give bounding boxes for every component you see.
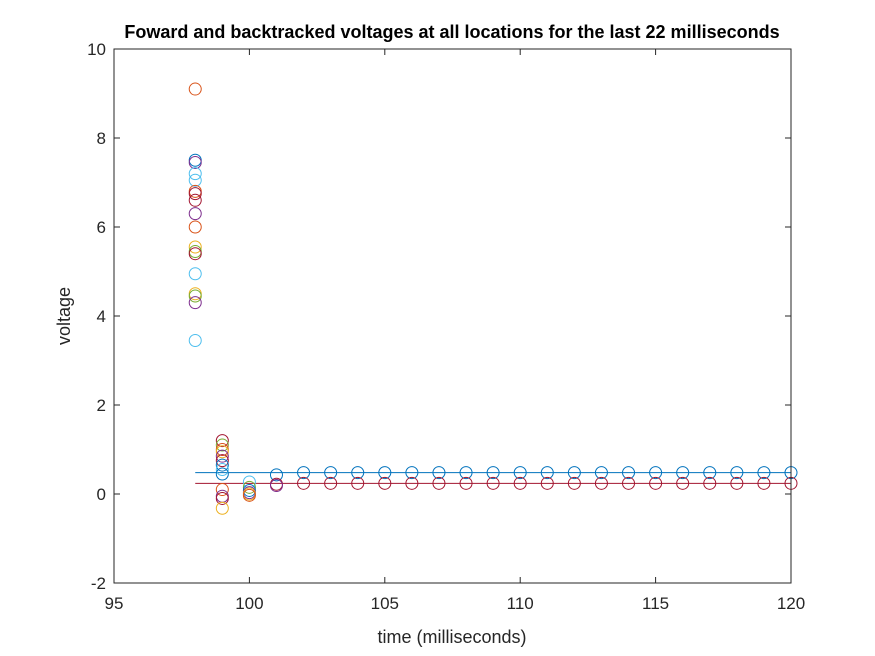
x-tick-label: 110 <box>507 594 534 613</box>
data-point <box>378 466 392 480</box>
data-point <box>188 289 202 303</box>
x-tick-label: 95 <box>105 594 124 613</box>
data-point <box>324 476 338 490</box>
y-tick-label: 8 <box>97 129 106 148</box>
data-point <box>188 187 202 201</box>
data-point <box>215 483 229 497</box>
x-tick-label: 105 <box>371 594 399 613</box>
data-point <box>215 434 229 448</box>
data-point <box>622 476 636 490</box>
data-point <box>622 466 636 480</box>
plot-area <box>114 49 791 583</box>
data-point <box>215 467 229 481</box>
data-point <box>188 247 202 261</box>
data-point <box>215 449 229 463</box>
data-point <box>188 193 202 207</box>
data-point <box>188 173 202 187</box>
y-axis-ticks: -2 0 2 4 6 8 10 <box>87 40 791 593</box>
data-point <box>730 476 744 490</box>
y-tick-label: 4 <box>97 307 106 326</box>
data-point <box>432 466 446 480</box>
data-point <box>242 480 256 494</box>
x-axis-label: time (milliseconds) <box>377 627 526 647</box>
data-point <box>297 466 311 480</box>
data-point <box>188 296 202 310</box>
data-point <box>567 476 581 490</box>
data-point <box>676 466 690 480</box>
data-point <box>215 438 229 452</box>
data-point <box>188 220 202 234</box>
data-point <box>432 476 446 490</box>
y-axis-label: voltage <box>54 287 74 345</box>
data-point <box>486 466 500 480</box>
data-point <box>242 488 256 502</box>
data-point <box>351 466 365 480</box>
data-point <box>188 167 202 181</box>
data-point <box>188 333 202 347</box>
y-tick-label: 6 <box>97 218 106 237</box>
y-tick-label: 10 <box>87 40 106 59</box>
chart-title: Foward and backtracked voltages at all l… <box>124 22 779 42</box>
data-point <box>324 466 338 480</box>
data-point <box>269 479 283 493</box>
data-point <box>269 468 283 482</box>
data-point <box>405 466 419 480</box>
data-point <box>513 466 527 480</box>
data-point <box>757 466 771 480</box>
data-point <box>757 476 771 490</box>
data-point <box>703 466 717 480</box>
data-point <box>188 82 202 96</box>
y-tick-label: 2 <box>97 396 106 415</box>
data-point <box>459 476 473 490</box>
data-point <box>594 476 608 490</box>
data-point <box>486 476 500 490</box>
data-point <box>188 267 202 281</box>
y-tick-label: -2 <box>91 574 106 593</box>
data-lines <box>195 472 791 484</box>
data-point <box>215 454 229 468</box>
data-point <box>188 155 202 169</box>
data-point <box>649 466 663 480</box>
data-point <box>513 476 527 490</box>
data-point <box>540 466 554 480</box>
x-tick-label: 115 <box>642 594 669 613</box>
y-tick-label: 0 <box>97 485 106 504</box>
data-point <box>540 476 554 490</box>
data-point <box>459 466 473 480</box>
data-point <box>730 466 744 480</box>
data-point <box>215 445 229 459</box>
data-point <box>567 466 581 480</box>
data-point <box>215 463 229 477</box>
data-point <box>215 501 229 515</box>
data-point <box>676 476 690 490</box>
data-point <box>405 476 419 490</box>
data-point <box>188 240 202 254</box>
data-point <box>297 476 311 490</box>
data-point <box>649 476 663 490</box>
data-point <box>188 207 202 221</box>
data-point <box>378 476 392 490</box>
data-point <box>215 458 229 472</box>
x-axis-ticks: 95 100 105 110 115 120 <box>105 49 805 613</box>
data-point <box>351 476 365 490</box>
data-point <box>215 491 229 505</box>
x-tick-label: 120 <box>777 594 805 613</box>
data-point <box>594 466 608 480</box>
x-tick-label: 100 <box>235 594 263 613</box>
data-point <box>703 476 717 490</box>
